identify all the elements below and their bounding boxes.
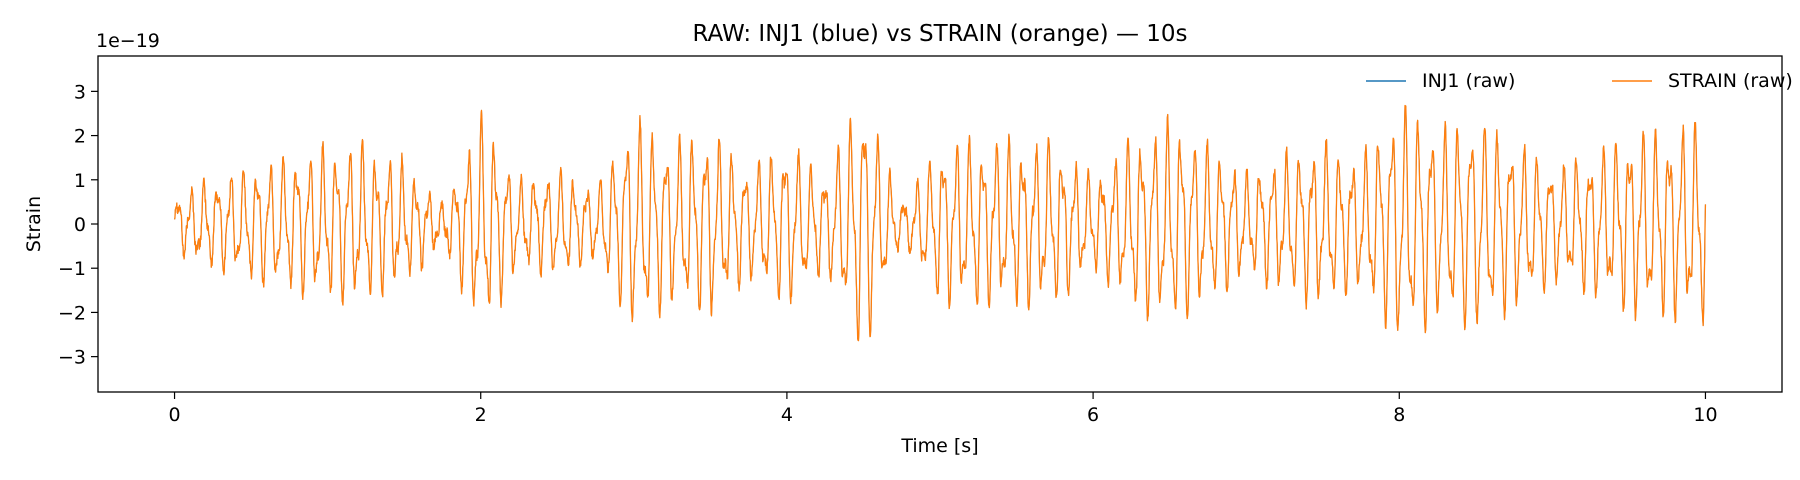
y-tick-label: 3 (74, 81, 86, 103)
series-layer (173, 104, 1707, 342)
legend-label-inj1: INJ1 (raw) (1422, 70, 1515, 92)
y-offset-label: 1e−19 (96, 30, 160, 52)
y-tick-label: 0 (74, 214, 86, 236)
x-tick-label: 10 (1693, 404, 1717, 426)
y-axis-label: Strain (23, 196, 45, 252)
legend: INJ1 (raw) STRAIN (raw) (1366, 70, 1793, 92)
x-axis-ticks: 0 2 4 6 8 10 (168, 392, 1718, 426)
y-tick-label: 1 (74, 170, 86, 192)
x-tick-label: 4 (781, 404, 793, 426)
series-line-strain (173, 104, 1707, 342)
chart-title: RAW: INJ1 (blue) vs STRAIN (orange) — 10… (692, 21, 1187, 47)
x-tick-label: 6 (1087, 404, 1099, 426)
x-tick-label: 2 (475, 404, 487, 426)
y-tick-label: 2 (74, 126, 86, 148)
x-tick-label: 8 (1393, 404, 1405, 426)
y-tick-label: −1 (58, 258, 86, 280)
y-tick-label: −2 (58, 302, 86, 324)
x-axis-label: Time [s] (900, 435, 978, 457)
y-tick-label: −3 (58, 347, 86, 369)
y-axis-ticks: −3 −2 −1 0 1 2 3 (58, 81, 98, 369)
legend-label-strain: STRAIN (raw) (1668, 70, 1793, 92)
x-tick-label: 0 (168, 404, 180, 426)
